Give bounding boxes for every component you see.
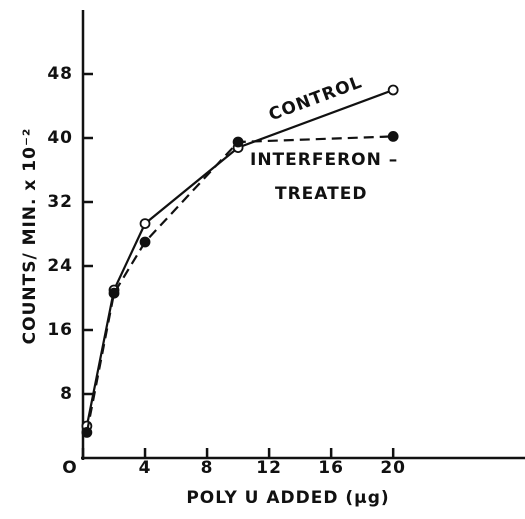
y-tick-label: 16 — [47, 320, 73, 340]
series-label: CONTROL — [266, 72, 365, 125]
data-point — [387, 84, 399, 96]
data-point — [108, 287, 120, 299]
annotation: TREATED — [275, 184, 367, 204]
annotation: INTERFERON – — [250, 150, 398, 170]
y-tick-label: 8 — [60, 384, 73, 404]
data-point — [232, 136, 244, 148]
y-axis-label: COUNTS/ MIN. x 10⁻² — [20, 128, 40, 345]
data-point — [139, 236, 151, 248]
y-tick-label: 48 — [47, 64, 73, 84]
data-point — [81, 426, 93, 438]
x-tick-label: 12 — [256, 458, 282, 478]
data-point — [139, 218, 151, 230]
series-line — [85, 135, 394, 433]
y-tick-label: 40 — [47, 128, 73, 148]
data-point — [387, 130, 399, 142]
x-tick-label: O — [62, 458, 77, 478]
y-tick-label: 24 — [47, 256, 73, 276]
x-axis-label: POLY U ADDED (µg) — [186, 488, 389, 508]
x-tick-label: 4 — [139, 458, 152, 478]
y-tick-label: 32 — [47, 192, 73, 212]
x-tick-label: 16 — [318, 458, 344, 478]
x-tick-label: 8 — [201, 458, 214, 478]
x-tick-label: 20 — [380, 458, 406, 478]
